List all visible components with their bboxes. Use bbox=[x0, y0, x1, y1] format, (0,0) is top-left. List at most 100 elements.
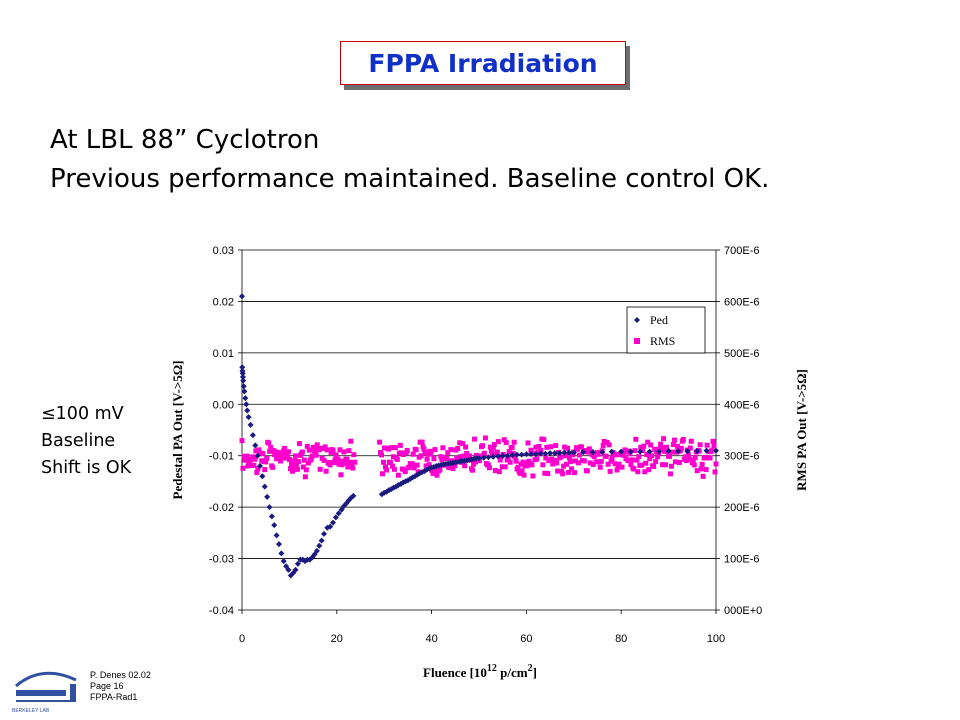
rms-point bbox=[686, 456, 692, 462]
rms-point bbox=[587, 460, 593, 466]
rms-point bbox=[383, 467, 389, 473]
rms-point bbox=[555, 468, 561, 474]
rms-point bbox=[700, 473, 706, 479]
ped-point bbox=[599, 449, 606, 456]
rms-point bbox=[499, 464, 505, 470]
rms-point bbox=[553, 442, 559, 448]
x-axis-title-sup1: 12 bbox=[487, 663, 497, 674]
rms-point bbox=[647, 456, 653, 462]
rms-point bbox=[324, 447, 330, 453]
ped-point bbox=[561, 449, 568, 456]
baseline-note: ≤100 mV Baseline Shift is OK bbox=[41, 401, 131, 482]
rms-point bbox=[280, 453, 286, 459]
rms-point bbox=[625, 457, 631, 463]
rms-point bbox=[648, 442, 654, 448]
rms-point bbox=[562, 444, 568, 450]
ped-point bbox=[490, 453, 497, 460]
rms-point bbox=[640, 447, 646, 453]
rms-point bbox=[331, 460, 337, 466]
rms-point bbox=[692, 455, 698, 461]
rms-point bbox=[635, 469, 641, 475]
rms-point bbox=[619, 464, 625, 470]
rms-point bbox=[336, 461, 342, 467]
rms-point bbox=[440, 445, 446, 451]
rms-point bbox=[582, 447, 588, 453]
rms-point bbox=[492, 468, 498, 474]
rms-point bbox=[709, 447, 715, 453]
rms-point bbox=[292, 453, 298, 459]
ped-point bbox=[273, 532, 280, 539]
chart-axes bbox=[238, 249, 720, 614]
rms-point bbox=[713, 461, 719, 467]
rms-point bbox=[572, 458, 578, 464]
ped-point bbox=[330, 519, 337, 526]
rms-point bbox=[392, 445, 398, 451]
rms-point bbox=[267, 448, 273, 454]
rms-point bbox=[703, 467, 709, 473]
rms-point bbox=[409, 461, 415, 467]
ped-point bbox=[275, 541, 282, 548]
subtitle-line-1: At LBL 88” Cyclotron bbox=[50, 125, 320, 155]
rms-point bbox=[653, 459, 659, 465]
rms-point bbox=[387, 460, 393, 466]
rms-point bbox=[534, 456, 540, 462]
rms-point bbox=[317, 466, 323, 472]
rms-point bbox=[567, 455, 573, 461]
ped-point bbox=[665, 448, 672, 455]
rms-point bbox=[404, 447, 410, 453]
rms-point bbox=[438, 454, 444, 460]
rms-point bbox=[628, 462, 634, 468]
rms-point bbox=[348, 438, 354, 444]
ped-point bbox=[513, 451, 520, 458]
rms-point bbox=[501, 437, 507, 443]
rms-point bbox=[281, 448, 287, 454]
rms-point bbox=[278, 458, 284, 464]
ped-point bbox=[264, 493, 271, 500]
x-tick-label: 100 bbox=[707, 633, 725, 645]
ped-point bbox=[252, 442, 259, 449]
rms-point bbox=[470, 467, 476, 473]
rms-point bbox=[339, 462, 345, 468]
rms-point bbox=[633, 436, 639, 442]
y-right-tick-label: 300E-6 bbox=[724, 451, 759, 463]
logo-tower bbox=[70, 684, 76, 702]
ped-point bbox=[570, 449, 577, 456]
rms-point bbox=[575, 460, 581, 466]
rms-point bbox=[554, 460, 560, 466]
rms-point bbox=[544, 444, 550, 450]
rms-point bbox=[601, 438, 607, 444]
rms-point bbox=[344, 456, 350, 462]
ped-point bbox=[239, 374, 246, 381]
rms-point bbox=[457, 440, 463, 446]
rms-point bbox=[323, 468, 329, 474]
legend-rms-label: RMS bbox=[650, 334, 675, 348]
ped-point bbox=[278, 550, 285, 557]
rms-point bbox=[260, 451, 266, 457]
ped-point bbox=[518, 451, 525, 458]
ped-point bbox=[480, 454, 487, 461]
rms-point bbox=[506, 449, 512, 455]
x-axis-title-end: ] bbox=[533, 665, 537, 680]
rms-point bbox=[712, 469, 718, 475]
rms-point bbox=[322, 444, 328, 450]
rms-point bbox=[543, 455, 549, 461]
rms-point bbox=[660, 462, 666, 468]
rms-point bbox=[683, 458, 689, 464]
logo-arc bbox=[15, 671, 77, 688]
rms-point bbox=[560, 471, 566, 477]
rms-point bbox=[668, 463, 674, 469]
y-right-tick-label: 000E+0 bbox=[724, 605, 762, 617]
ped-point bbox=[675, 448, 682, 455]
x-tick-label: 20 bbox=[331, 633, 343, 645]
rms-point bbox=[264, 456, 270, 462]
rms-point bbox=[421, 446, 427, 452]
rms-point bbox=[268, 444, 274, 450]
rms-point bbox=[612, 461, 618, 467]
rms-point bbox=[662, 448, 668, 454]
footer-file: FPPA-Rad1 bbox=[90, 692, 138, 702]
rms-point bbox=[694, 468, 700, 474]
rms-point bbox=[414, 462, 420, 468]
rms-point bbox=[335, 456, 341, 462]
rms-point bbox=[290, 466, 296, 472]
rms-point bbox=[641, 443, 647, 449]
